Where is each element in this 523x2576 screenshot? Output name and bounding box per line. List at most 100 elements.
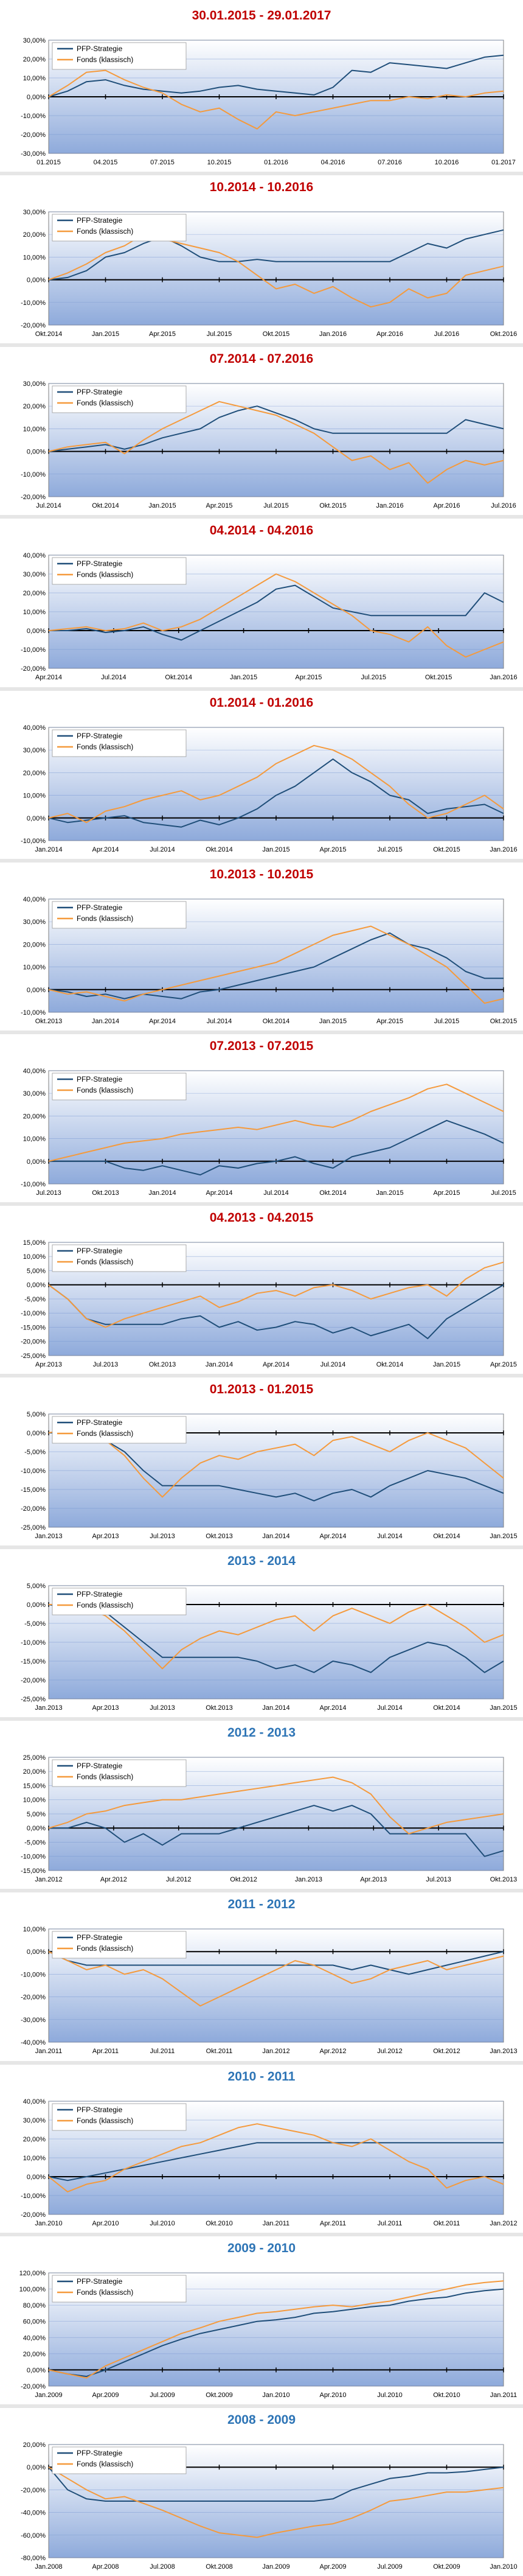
series-line-fund — [48, 2280, 504, 2379]
y-tick-label: 20,00% — [23, 2441, 46, 2449]
x-tick-label: 04.2016 — [321, 159, 345, 166]
x-tick-label: Okt.2009 — [206, 2392, 233, 2399]
y-tick-label: 30,00% — [23, 919, 46, 926]
x-tick-label: Jul.2012 — [166, 1876, 192, 1883]
x-tick-label: Apr.2013 — [92, 1533, 119, 1540]
y-tick-label: -10,00% — [21, 471, 46, 478]
x-tick-label: Jul.2014 — [150, 846, 175, 853]
chart-title: 10.2014 - 10.2016 — [209, 180, 314, 195]
y-tick-label: -10,00% — [21, 2193, 46, 2200]
line-chart: -15,00% -10,00% -5,00% 0,00% 5,00% 10,00% 15,0… — [21, 1754, 517, 1883]
y-tick-label: 15,00% — [23, 1783, 46, 1790]
x-tick-label: Jul.2015 — [361, 674, 387, 681]
series-line-fund — [48, 1261, 504, 1328]
series-line-fund — [49, 1604, 504, 1670]
x-tick-label: Okt.2014 — [35, 331, 63, 338]
panel-separator — [0, 2404, 523, 2408]
x-tick-label: Jan.2015 — [376, 1189, 403, 1197]
x-tick-label: Jul.2010 — [150, 2220, 175, 2227]
line-chart: -20,00% -10,00% 0,00% 10,00% 20,00% 30,00% Jul… — [21, 380, 516, 509]
series-line-fund — [48, 2466, 504, 2538]
y-tick-label: 10,00% — [23, 75, 46, 82]
y-tick-label: 0,00% — [27, 277, 46, 284]
y-tick-label: 10,00% — [23, 2155, 46, 2162]
x-tick-label: Jan.2009 — [262, 2563, 289, 2571]
series-line-strategy — [48, 1951, 504, 1975]
legend-label: Fonds (klassisch) — [77, 399, 133, 407]
legend-label: PFP-Strategie — [77, 559, 123, 568]
y-tick-label: -10,00% — [21, 1468, 46, 1475]
panel-separator — [0, 2232, 523, 2236]
legend-box — [52, 2103, 187, 2130]
y-tick-label: -15,00% — [21, 1486, 46, 1494]
chart-title: 2008 - 2009 — [227, 2412, 296, 2427]
series-line-strategy — [48, 405, 504, 452]
y-tick-label: -10,00% — [21, 1639, 46, 1647]
y-tick-label: -10,00% — [21, 1181, 46, 1188]
y-tick-label: 20,00% — [23, 56, 46, 63]
legend-label: Fonds (klassisch) — [77, 570, 133, 579]
x-tick-label: Jan.2012 — [35, 1876, 62, 1883]
chart-title: 01.2013 - 01.2015 — [209, 1382, 314, 1397]
legend-label: PFP-Strategie — [77, 388, 123, 396]
legend-label: Fonds (klassisch) — [77, 55, 133, 64]
chart-panel: 2011 - 2012 -40,00% -30,00% -20,00% -10,00% 0… — [0, 1889, 523, 2061]
x-tick-label: Jan.2015 — [490, 1704, 517, 1712]
y-tick-label: 20,00% — [23, 1113, 46, 1120]
panel-separator — [0, 172, 523, 176]
y-tick-label: 30,00% — [23, 747, 46, 754]
x-tick-label: Jan.2013 — [490, 2048, 517, 2055]
y-tick-label: -20,00% — [21, 494, 46, 501]
x-tick-label: Jul.2015 — [263, 502, 289, 509]
x-tick-label: Okt.2012 — [433, 2048, 460, 2055]
x-tick-label: Apr.2015 — [376, 1018, 403, 1025]
y-tick-label: -40,00% — [21, 2509, 46, 2516]
x-tick-label: Apr.2014 — [320, 1704, 347, 1712]
line-chart: -20,00% -10,00% 0,00% 10,00% 20,00% 30,00% 40,… — [21, 552, 518, 681]
legend-label: Fonds (klassisch) — [77, 1601, 133, 1609]
legend-label: PFP-Strategie — [77, 1933, 123, 1942]
chart-panel: 01.2014 - 01.2016 -10,00% 0,00% 10,00% 20,00… — [0, 687, 523, 859]
series-line-fund — [48, 744, 504, 823]
y-tick-label: 20,00% — [23, 2136, 46, 2143]
x-tick-label: Apr.2015 — [434, 1189, 460, 1197]
legend-label: Fonds (klassisch) — [77, 2116, 133, 2125]
x-tick-label: Jul.2013 — [93, 1361, 119, 1368]
y-tick-label: -10,00% — [21, 1853, 46, 1861]
y-tick-label: 10,00% — [23, 792, 46, 799]
y-tick-label: -15,00% — [21, 1658, 46, 1665]
legend-label: PFP-Strategie — [77, 216, 123, 225]
y-tick-label: -30,00% — [21, 2017, 46, 2024]
chart-panel: 2008 - 2009 -80,00% -60,00% -40,00% -20,00% 0… — [0, 2404, 523, 2576]
x-tick-label: Apr.2009 — [320, 2563, 347, 2571]
series-line-strategy — [49, 1119, 504, 1175]
y-tick-label: -20,00% — [21, 2211, 46, 2219]
legend-label: Fonds (klassisch) — [77, 1258, 133, 1266]
x-tick-label: 01.2017 — [491, 159, 516, 166]
x-tick-label: Apr.2013 — [92, 1704, 119, 1712]
x-tick-label: Okt.2014 — [376, 1361, 404, 1368]
legend-box — [52, 1587, 187, 1615]
x-tick-label: Jan.2016 — [376, 502, 403, 509]
line-chart: -20,00% -10,00% 0,00% 10,00% 20,00% 30,00% Okt… — [21, 209, 517, 338]
chart-title: 30.01.2015 - 29.01.2017 — [192, 9, 331, 23]
chart-title: 2011 - 2012 — [227, 1897, 296, 1912]
y-tick-label: -10,00% — [21, 299, 46, 307]
series-line-fund — [48, 1083, 504, 1162]
panel-separator — [0, 1889, 523, 1893]
y-tick-label: -5,00% — [24, 1620, 46, 1628]
y-tick-label: -10,00% — [21, 1310, 46, 1317]
legend-label: Fonds (klassisch) — [77, 914, 133, 923]
x-tick-label: 04.2015 — [94, 159, 118, 166]
x-tick-label: Okt.2014 — [206, 846, 233, 853]
line-chart: -10,00% 0,00% 10,00% 20,00% 30,00% 40,00% Okt.… — [21, 896, 517, 1025]
y-tick-label: 0,00% — [27, 628, 46, 635]
line-chart: -25,00% -20,00% -15,00% -10,00% -5,00% 0,00% 5… — [21, 1411, 518, 1540]
legend-label: PFP-Strategie — [77, 1590, 123, 1598]
chart-title: 04.2014 - 04.2016 — [209, 523, 314, 538]
x-tick-label: 01.2016 — [264, 159, 288, 166]
y-tick-label: 60,00% — [23, 2318, 46, 2325]
x-tick-label: Apr.2009 — [92, 2392, 119, 2399]
panel-separator — [0, 1202, 523, 1206]
y-tick-label: -20,00% — [21, 1505, 46, 1513]
